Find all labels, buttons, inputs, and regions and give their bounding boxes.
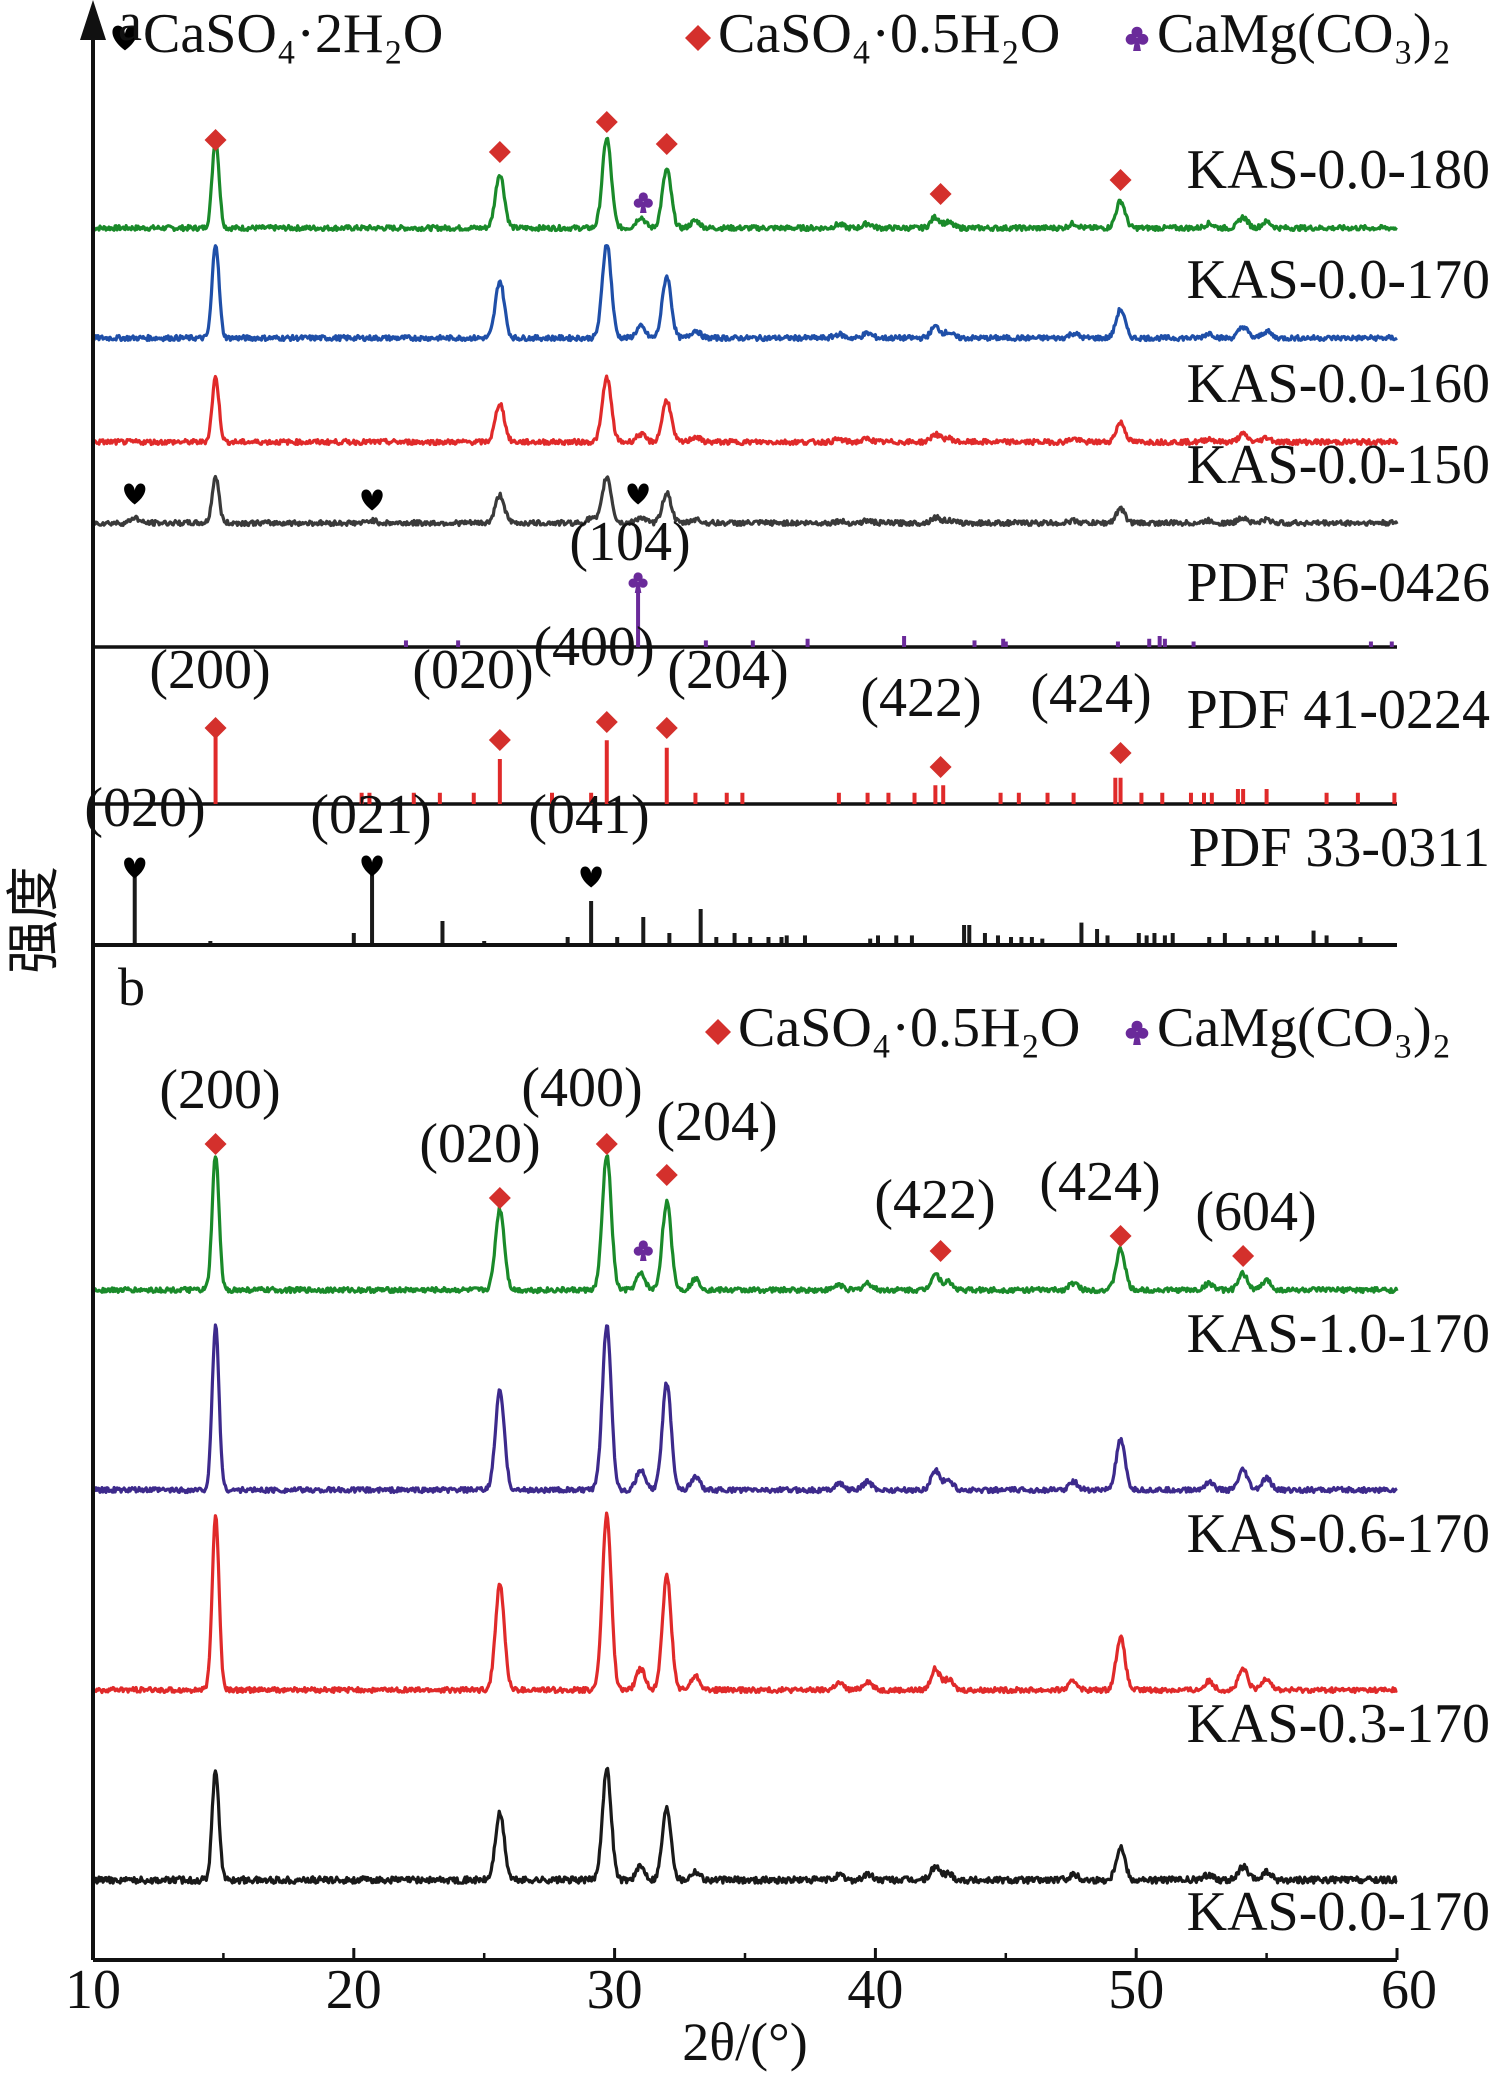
hkl-b-2: (400) — [521, 1057, 642, 1119]
ref-marker-PDF 41-0224-2 — [595, 711, 618, 733]
ref-marker-PDF 41-0224-0 — [204, 717, 227, 739]
legend-a-label-0: CaSO₄·2H₂O — [143, 3, 443, 65]
marker-KAS-0.0-150-2 — [627, 483, 649, 505]
hkl-b-0: (200) — [159, 1059, 280, 1121]
series-label-KAS-0.0-180: KAS-0.0-180 — [1187, 139, 1490, 201]
trace-KAS-0.0-160 — [91, 374, 1399, 447]
ref-marker-PDF 41-0224-3 — [655, 717, 678, 739]
ref-marker-PDF 41-0224-4 — [929, 756, 952, 778]
hkl-PDF 33-0311-0: (020) — [84, 777, 205, 839]
hkl-b-6: (424) — [1039, 1151, 1160, 1213]
legend-b-label-1: CaMg(CO₃)₂ — [1157, 997, 1451, 1059]
legend-a-label-2: CaMg(CO₃)₂ — [1157, 3, 1451, 65]
legend-b-label-0: CaSO₄·0.5H₂O — [738, 997, 1080, 1059]
trace-KAS-1.0-170 — [91, 1154, 1399, 1295]
series-label-KAS-1.0-170: KAS-1.0-170 — [1187, 1303, 1490, 1365]
hkl-PDF 41-0224-5: (424) — [1030, 663, 1151, 725]
ref-label-PDF 33-0311: PDF 33-0311 — [1189, 817, 1490, 879]
hkl-PDF 33-0311-1: (021) — [310, 784, 431, 846]
x-tick-label-50: 50 — [1108, 1959, 1164, 2021]
hkl-PDF 41-0224-1: (020) — [412, 639, 533, 701]
x-axis-title: 2θ/(°) — [682, 2012, 807, 2072]
trace-KAS-0.0-170 — [92, 1766, 1398, 1885]
marker-KAS-0.0-150-0 — [124, 483, 146, 505]
x-tick-label-20: 20 — [326, 1959, 382, 2021]
hkl-PDF 41-0224-2: (400) — [533, 616, 654, 678]
hkl-b-4: (204) — [656, 1091, 777, 1153]
legend-a-heart-icon — [112, 25, 138, 51]
series-label-KAS-0.3-170: KAS-0.3-170 — [1187, 1693, 1490, 1755]
hkl-PDF 41-0224-0: (200) — [149, 639, 270, 701]
y-axis-arrow — [80, 0, 106, 40]
trace-KAS-0.0-180 — [92, 136, 1398, 233]
ref-marker-PDF 33-0311-2 — [580, 866, 602, 888]
ref-label-PDF 41-0224: PDF 41-0224 — [1187, 679, 1490, 741]
ref-label-PDF 36-0426: PDF 36-0426 — [1187, 552, 1490, 614]
legend-b-club-icon — [1125, 1020, 1149, 1045]
x-tick-label-10: 10 — [65, 1959, 121, 2021]
marker-KAS-0.0-150-1 — [361, 489, 383, 511]
text-labels: CaSO₄·2H₂O CaSO₄·0.5H₂O CaMg(CO₃)₂ KAS-0.0-… — [84, 3, 1490, 1943]
marker-b-5 — [929, 1240, 952, 1262]
marker-b-1 — [488, 1187, 511, 1209]
peak-markers — [124, 111, 1255, 1267]
hkl-b-1: (020) — [419, 1113, 540, 1175]
hkl-PDF 33-0311-2: (041) — [528, 784, 649, 846]
trace-KAS-0.0-150 — [91, 474, 1399, 528]
legend-b-diamond-icon — [705, 1019, 731, 1045]
hkl-PDF 41-0224-3: (204) — [667, 639, 788, 701]
ref-marker-PDF 36-0426-0 — [628, 572, 648, 593]
trace-KAS-0.0-170 — [91, 244, 1398, 343]
marker-KAS-0.0-180-1 — [488, 141, 511, 163]
legend-a-diamond-icon — [685, 25, 711, 51]
legend-a-club-icon — [1125, 26, 1149, 51]
marker-KAS-0.0-180-4 — [655, 133, 678, 155]
trace-KAS-0.3-170 — [91, 1511, 1398, 1695]
x-tick-label-60: 60 — [1381, 1959, 1437, 2021]
marker-b-4 — [655, 1164, 678, 1186]
panel-label-a: a — [118, 0, 142, 52]
series-label-KAS-0.0-170: KAS-0.0-170 — [1187, 1881, 1490, 1943]
marker-b-3 — [633, 1240, 653, 1261]
marker-b-6 — [1109, 1225, 1132, 1247]
trace-KAS-0.6-170 — [92, 1323, 1398, 1495]
marker-b-0 — [204, 1133, 227, 1155]
ref-marker-PDF 33-0311-0 — [124, 857, 146, 879]
hkl-PDF 41-0224-4: (422) — [860, 667, 981, 729]
ref-marker-PDF 41-0224-1 — [488, 729, 511, 751]
series-label-KAS-0.0-150: KAS-0.0-150 — [1187, 434, 1490, 496]
hkl-PDF 36-0426-0: (104) — [569, 511, 690, 573]
marker-KAS-0.0-180-2 — [595, 111, 618, 133]
marker-KAS-0.0-180-5 — [929, 183, 952, 205]
legend-a-label-1: CaSO₄·0.5H₂O — [718, 3, 1060, 65]
x-axis-ticks: 10 20 30 40 50 60 — [65, 1948, 1437, 2021]
hkl-b-5: (422) — [874, 1169, 995, 1231]
ref-marker-PDF 33-0311-1 — [361, 855, 383, 877]
x-tick-label-40: 40 — [847, 1959, 903, 2021]
hkl-b-7: (604) — [1195, 1181, 1316, 1243]
y-axis-title: 强度 — [4, 866, 64, 974]
marker-b-2 — [595, 1133, 618, 1155]
diffraction-traces — [91, 136, 1399, 1885]
ref-marker-PDF 41-0224-5 — [1109, 742, 1132, 764]
series-label-KAS-0.6-170: KAS-0.6-170 — [1187, 1503, 1490, 1565]
series-label-KAS-0.0-170: KAS-0.0-170 — [1187, 249, 1490, 311]
x-tick-label-30: 30 — [587, 1959, 643, 2021]
marker-KAS-0.0-180-0 — [204, 129, 227, 151]
marker-KAS-0.0-180-6 — [1109, 169, 1132, 191]
panel-label-b: b — [118, 957, 145, 1017]
marker-b-7 — [1232, 1245, 1255, 1267]
series-label-KAS-0.0-160: KAS-0.0-160 — [1187, 353, 1490, 415]
marker-KAS-0.0-180-3 — [633, 192, 653, 213]
